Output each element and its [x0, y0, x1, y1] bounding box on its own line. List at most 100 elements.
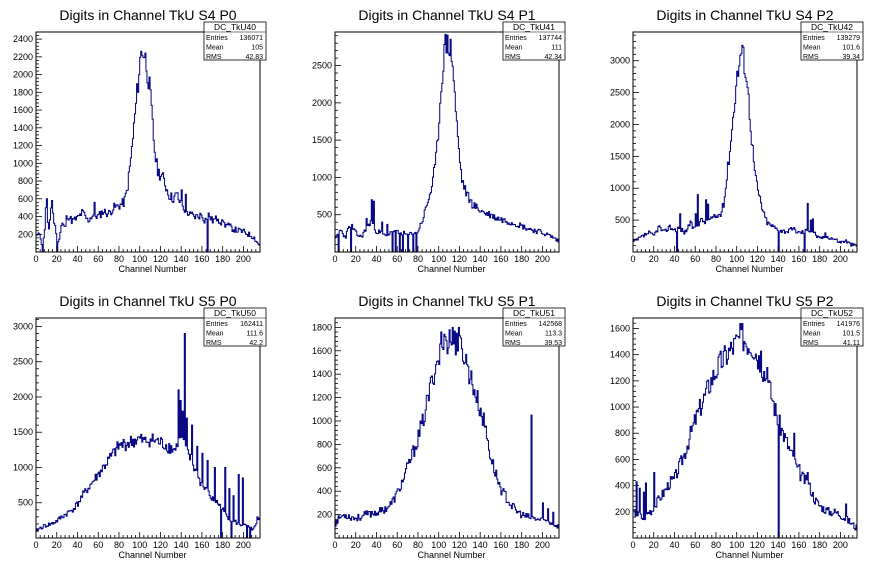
stats-histogram-name: DC_TkU52 [811, 308, 853, 318]
plot-frame [334, 31, 560, 253]
y-tick-label: 400 [317, 486, 332, 496]
stats-mean-label: Mean [505, 331, 523, 338]
x-tick-label: 40 [669, 540, 679, 550]
x-tick-label: 20 [351, 254, 361, 264]
stats-histogram-name: DC_TkU50 [214, 308, 256, 318]
plot-frame [35, 317, 261, 539]
stats-box [203, 21, 267, 61]
x-tick-label: 60 [690, 540, 700, 550]
x-tick-label: 200 [236, 254, 251, 264]
y-tick-label: 1500 [13, 427, 33, 437]
y-tick-label: 400 [615, 481, 630, 491]
y-tick-label: 1500 [312, 135, 332, 145]
x-tick-label: 120 [452, 254, 467, 264]
y-tick-label: 800 [317, 439, 332, 449]
x-tick-label: 40 [371, 254, 381, 264]
stats-entries-value: 136071 [240, 35, 263, 42]
histogram-panel: Digits in Channel TkU S4 P0 0 20 40 60 80 100 1… [13, 7, 267, 274]
histogram-series [633, 322, 857, 539]
x-tick-label: 80 [413, 254, 423, 264]
stats-mean-value: 111.6 [247, 331, 264, 338]
x-tick-label: 100 [729, 254, 744, 264]
x-tick-label: 160 [194, 254, 209, 264]
stats-entries-label: Entries [505, 321, 527, 328]
y-tick-label: 1000 [312, 416, 332, 426]
stats-histogram-name: DC_TkU51 [513, 308, 555, 318]
plot-frame [632, 317, 858, 539]
y-tick-label: 2000 [312, 98, 332, 108]
stats-entries-label: Entries [206, 321, 228, 328]
y-tick-label: 2000 [13, 70, 33, 80]
stats-entries-label: Entries [803, 35, 825, 42]
y-tick-label: 500 [317, 210, 332, 220]
stats-mean-value: 101.6 [842, 45, 860, 52]
x-tick-label: 100 [729, 540, 744, 550]
stats-rms-value: 39.34 [842, 54, 860, 61]
stats-rms-value: 42.83 [245, 54, 263, 61]
x-tick-label: 20 [52, 540, 62, 550]
stats-box [502, 21, 566, 61]
x-tick-label: 120 [153, 540, 168, 550]
y-tick-label: 500 [615, 215, 630, 225]
stats-entries-label: Entries [505, 35, 527, 42]
x-tick-label: 140 [473, 540, 488, 550]
stats-entries-value: 162411 [240, 321, 263, 328]
stats-rms-value: 42.34 [544, 54, 562, 61]
y-tick-label: 200 [317, 510, 332, 520]
x-axis-label: Channel Number [715, 550, 783, 560]
x-tick-label: 20 [52, 254, 62, 264]
y-tick-label: 1800 [312, 322, 332, 332]
y-tick-label: 1200 [13, 141, 33, 151]
x-tick-label: 160 [493, 540, 508, 550]
y-tick-label: 3000 [610, 56, 630, 66]
y-tick-label: 1400 [312, 369, 332, 379]
stats-mean-value: 101.5 [842, 331, 860, 338]
x-axis-label: Channel Number [118, 264, 186, 274]
x-tick-label: 40 [72, 254, 82, 264]
x-tick-label: 100 [431, 540, 446, 550]
y-tick-label: 1200 [312, 393, 332, 403]
x-tick-label: 140 [174, 254, 189, 264]
y-tick-label: 1800 [13, 87, 33, 97]
stats-mean-label: Mean [803, 45, 821, 52]
stats-rms-label: RMS [803, 54, 819, 61]
x-tick-label: 40 [669, 254, 679, 264]
stats-entries-value: 137744 [539, 35, 562, 42]
x-tick-label: 0 [332, 540, 337, 550]
stats-rms-label: RMS [505, 340, 521, 347]
x-tick-label: 120 [452, 540, 467, 550]
stats-mean-label: Mean [206, 331, 224, 338]
y-tick-label: 1000 [610, 183, 630, 193]
y-tick-label: 600 [18, 194, 33, 204]
x-tick-label: 60 [690, 254, 700, 264]
x-tick-label: 160 [791, 254, 806, 264]
x-tick-label: 60 [93, 540, 103, 550]
y-tick-label: 800 [615, 428, 630, 438]
x-tick-label: 80 [711, 540, 721, 550]
chart-title: Digits in Channel TkU S4 P0 [59, 7, 236, 23]
y-tick-label: 2000 [13, 392, 33, 402]
y-tick-label: 1600 [13, 105, 33, 115]
x-tick-label: 0 [33, 540, 38, 550]
y-tick-label: 1500 [610, 151, 630, 161]
x-tick-label: 180 [514, 540, 529, 550]
y-tick-label: 2500 [312, 61, 332, 71]
y-tick-label: 1600 [312, 346, 332, 356]
y-tick-label: 2200 [13, 52, 33, 62]
x-axis-label: Channel Number [417, 550, 485, 560]
y-tick-label: 2000 [610, 119, 630, 129]
x-tick-label: 120 [750, 540, 765, 550]
x-tick-label: 160 [194, 540, 209, 550]
x-tick-label: 0 [630, 254, 635, 264]
stats-histogram-name: DC_TkU40 [214, 22, 256, 32]
x-axis-label: Channel Number [715, 264, 783, 274]
stats-rms-label: RMS [803, 340, 819, 347]
stats-mean-value: 113.3 [545, 331, 562, 338]
y-tick-label: 800 [18, 176, 33, 186]
histogram-panel: Digits in Channel TkU S5 P2 0 20 40 60 80 100 1… [610, 293, 864, 560]
x-tick-label: 20 [649, 254, 659, 264]
histogram-panel: Digits in Channel TkU S4 P1 0 20 40 60 80 100 1… [312, 7, 566, 274]
stats-box [502, 307, 566, 347]
y-tick-label: 1000 [13, 158, 33, 168]
y-tick-label: 600 [317, 463, 332, 473]
